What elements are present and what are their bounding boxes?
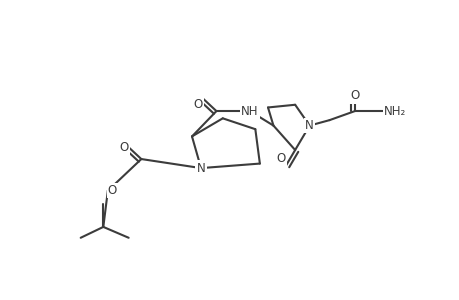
Text: O: O xyxy=(193,98,202,111)
Text: O: O xyxy=(119,141,129,154)
Text: O: O xyxy=(107,184,117,197)
Text: O: O xyxy=(349,89,359,102)
Text: N: N xyxy=(196,162,205,175)
Text: NH: NH xyxy=(241,105,258,118)
Text: NH₂: NH₂ xyxy=(383,105,405,118)
Text: O: O xyxy=(276,152,285,165)
Text: N: N xyxy=(305,119,313,132)
